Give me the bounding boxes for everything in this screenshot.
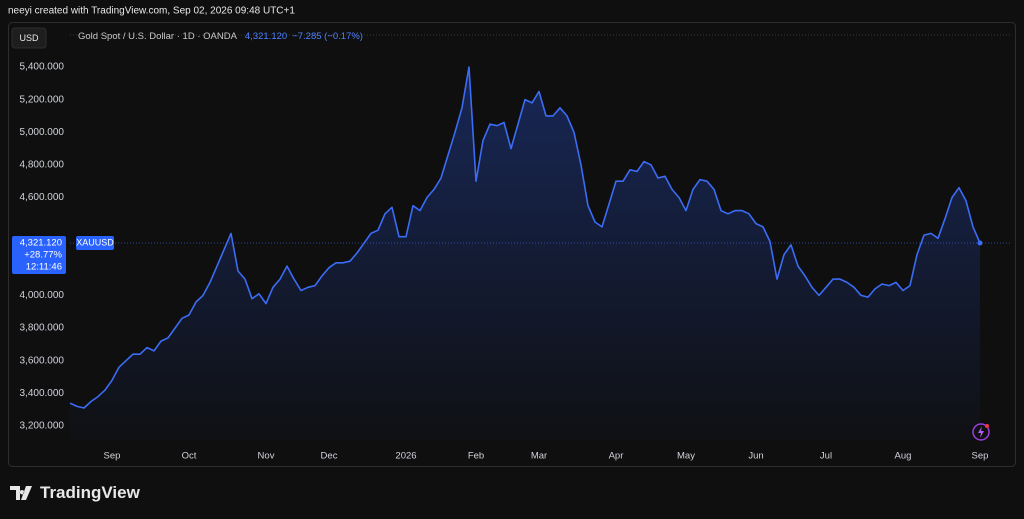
- symbol-tag: [76, 236, 114, 251]
- x-tick-label: Dec: [321, 451, 338, 462]
- y-tick-label: 4,800.000: [20, 160, 65, 171]
- x-tick-label: Aug: [895, 451, 912, 462]
- symbol-tag-label: XAUUSD: [76, 237, 114, 247]
- brand-logo: TradingView: [10, 483, 141, 502]
- price-line: [69, 66, 981, 409]
- y-tick-label: 5,000.000: [20, 127, 65, 138]
- price-tag: [12, 236, 66, 275]
- x-tick-label: Jun: [748, 451, 763, 462]
- y-tick-label: 4,600.000: [20, 192, 65, 203]
- y-tick-label: 3,600.000: [20, 355, 65, 366]
- y-tick-label: 4,000.000: [20, 290, 65, 301]
- last-point: [977, 240, 983, 246]
- y-tick-label: 3,800.000: [20, 323, 65, 334]
- x-tick-label: Oct: [182, 451, 197, 462]
- legend-symbol: Gold Spot / U.S. Dollar · 1D · OANDA: [78, 31, 238, 42]
- attribution: neeyi created with TradingView.com, Sep …: [8, 6, 295, 17]
- y-tick-label: 5,400.000: [20, 62, 65, 73]
- y-tick-label: 5,200.000: [20, 94, 65, 105]
- x-tick-label: Sep: [972, 451, 989, 462]
- legend-price: 4,321.120: [245, 31, 287, 42]
- alert-dot: [985, 424, 989, 428]
- alert-icon[interactable]: [972, 423, 990, 441]
- x-tick-label: Nov: [258, 451, 275, 462]
- brand-name: TradingView: [40, 483, 141, 502]
- price-tag-change: +28.77%: [24, 250, 62, 261]
- x-tick-label: Feb: [468, 451, 484, 462]
- price-tag-price: 4,321.120: [20, 238, 62, 249]
- x-tick-label: Apr: [609, 451, 624, 462]
- legend-change: −7.285 (−0.17%): [292, 31, 363, 42]
- price-tag-countdown: 12:11:46: [26, 262, 62, 273]
- y-tick-label: 3,200.000: [20, 421, 65, 432]
- x-tick-label: 2026: [395, 451, 416, 462]
- area-fill: [70, 67, 980, 440]
- x-tick-label: May: [677, 451, 695, 462]
- x-tick-label: Mar: [531, 451, 547, 462]
- currency-label: USD: [19, 33, 39, 43]
- x-tick-label: Sep: [104, 451, 121, 462]
- x-tick-label: Jul: [820, 451, 832, 462]
- logo-mark: [10, 486, 32, 500]
- legend: Gold Spot / U.S. Dollar · 1D · OANDA 4,3…: [78, 31, 363, 42]
- currency-button[interactable]: [11, 27, 47, 49]
- plot: 5,400.000 5,200.000 5,000.000 4,800.000 4,60…: [12, 62, 1012, 462]
- y-tick-label: 3,400.000: [20, 388, 65, 399]
- alert-bolt: [978, 426, 984, 438]
